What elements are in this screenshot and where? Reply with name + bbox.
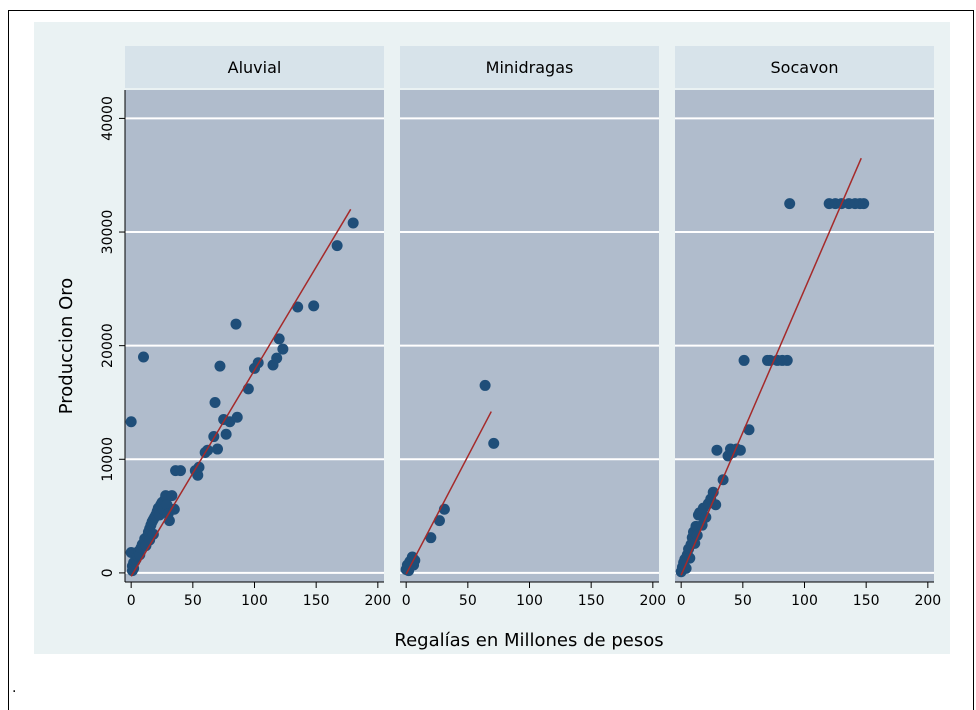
x-axis-label: Regalías en Millones de pesos (394, 630, 663, 651)
data-point (743, 424, 755, 436)
panel-title: Socavon (771, 58, 839, 77)
data-point (138, 351, 149, 363)
panel-title: Aluvial (228, 58, 282, 77)
fit-line (405, 411, 492, 575)
data-point (271, 352, 283, 364)
data-point (858, 198, 870, 210)
data-point (425, 532, 437, 544)
panel-header (675, 46, 934, 88)
y-tick-label: 20000 (100, 323, 116, 368)
x-tick-label: 150 (303, 593, 330, 609)
panel-aluvial: Aluvial 0 50 100 150 200 0 10000 20000 30000 40000 (100, 46, 391, 609)
x-tick-label: 200 (364, 593, 391, 609)
panel-header (125, 46, 384, 88)
data-point (784, 198, 796, 210)
x-tick-label: 50 (184, 593, 202, 609)
x-tick-label: 100 (241, 593, 268, 609)
x-tick-label: 0 (127, 593, 136, 609)
x-tick-label: 150 (578, 593, 605, 609)
data-point (308, 300, 320, 312)
data-point (230, 318, 242, 330)
data-point (212, 443, 223, 455)
caption-text: . (12, 680, 17, 696)
data-point (175, 465, 186, 477)
x-tick-label: 150 (853, 593, 880, 609)
data-point (242, 383, 254, 395)
data-point (220, 428, 232, 440)
data-point (168, 503, 180, 515)
plot-area (400, 90, 659, 582)
y-tick-label: 40000 (100, 96, 116, 141)
data-point (147, 528, 159, 540)
y-tick-label: 0 (100, 568, 116, 577)
data-point (711, 444, 723, 456)
data-point (273, 333, 285, 345)
figure-frame (8, 10, 974, 710)
data-point (292, 301, 304, 313)
panel-title: Minidragas (486, 58, 574, 77)
data-point (214, 360, 226, 372)
data-point (781, 354, 793, 366)
panel-minidragas: Minidragas 0 50 100 150 200 (400, 46, 666, 609)
x-tick-label: 100 (791, 593, 818, 609)
x-tick-label: 50 (459, 593, 477, 609)
data-point (209, 396, 221, 408)
fit-line (130, 208, 352, 577)
data-point (163, 515, 175, 527)
panel-header (400, 46, 659, 88)
data-point (331, 240, 343, 252)
data-point (166, 490, 178, 502)
data-point (231, 411, 243, 423)
x-tick-label: 50 (734, 593, 752, 609)
data-point (125, 416, 137, 428)
data-point (488, 437, 500, 449)
x-tick-label: 0 (402, 593, 411, 609)
data-point (347, 217, 359, 229)
fit-line (680, 157, 862, 576)
data-point (734, 444, 746, 456)
data-point (193, 461, 205, 473)
x-tick-label: 200 (639, 593, 666, 609)
data-point (479, 379, 491, 391)
data-point (738, 354, 750, 366)
panel-socavon: Socavon 0 50 100 150 200 (675, 46, 941, 609)
x-tick-label: 0 (677, 593, 686, 609)
y-axis-label: Produccion Oro (56, 278, 77, 415)
y-tick-label: 10000 (100, 437, 116, 482)
y-tick-label: 30000 (100, 210, 116, 255)
x-tick-label: 100 (516, 593, 543, 609)
data-point (433, 515, 445, 527)
data-point (277, 343, 289, 355)
x-tick-label: 200 (914, 593, 941, 609)
